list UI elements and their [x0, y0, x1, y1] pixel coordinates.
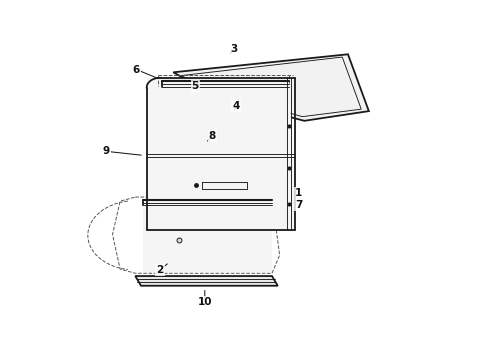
Text: 5: 5 — [192, 81, 199, 91]
Text: 4: 4 — [232, 100, 240, 111]
Text: 2: 2 — [156, 265, 164, 275]
Polygon shape — [143, 205, 272, 272]
Text: 7: 7 — [295, 201, 302, 210]
Polygon shape — [135, 276, 278, 286]
Polygon shape — [173, 54, 369, 121]
Text: 10: 10 — [197, 297, 212, 307]
Text: 8: 8 — [209, 131, 216, 141]
Text: 6: 6 — [133, 64, 140, 75]
Text: 1: 1 — [295, 188, 302, 198]
Text: 3: 3 — [230, 44, 238, 54]
Text: 9: 9 — [102, 146, 110, 156]
Polygon shape — [147, 78, 295, 230]
